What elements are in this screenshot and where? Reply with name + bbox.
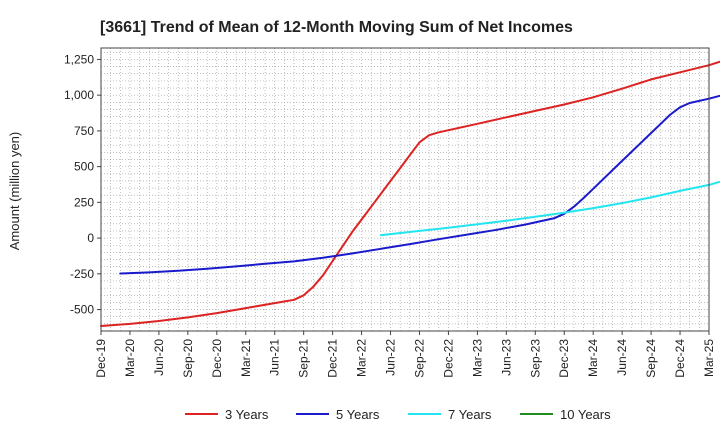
x-tick-label: Dec-24	[673, 339, 687, 378]
x-tick-label: Mar-24	[586, 339, 600, 377]
y-tick-label: 250	[74, 195, 94, 209]
chart-title: [3661] Trend of Mean of 12-Month Moving …	[100, 19, 573, 36]
x-tick-label: Jun-22	[384, 339, 398, 376]
x-tick-label: Dec-22	[441, 339, 455, 378]
series-line-5-years	[119, 94, 720, 275]
y-tick-label: 0	[87, 231, 94, 245]
series-line-7-years	[379, 180, 720, 237]
x-tick-label: Dec-21	[326, 339, 340, 378]
y-tick-label: 1,250	[64, 52, 94, 66]
x-tick-label: Sep-22	[412, 339, 426, 378]
plot-grid	[100, 48, 710, 332]
x-tick-label: Mar-25	[702, 339, 716, 377]
x-tick-label: Dec-23	[557, 339, 571, 378]
y-tick-label: -250	[70, 267, 94, 281]
x-tick-label: Mar-23	[470, 339, 484, 377]
series-line-3-years	[100, 60, 720, 327]
x-tick-label: Sep-20	[181, 339, 195, 378]
y-axis-ticks: -500 -250 0 250 500 750 1,000 1,250	[64, 52, 101, 317]
plot-frame	[100, 47, 710, 332]
x-tick-label: Sep-24	[644, 339, 658, 378]
y-tick-label: 750	[74, 124, 94, 138]
y-axis-label: Amount (million yen)	[7, 132, 22, 251]
x-tick-label: Dec-20	[210, 339, 224, 378]
y-tick-label: -500	[70, 303, 94, 317]
legend-label: 10 Years	[560, 407, 611, 422]
legend-label: 5 Years	[336, 407, 380, 422]
y-tick-label: 500	[74, 160, 94, 174]
x-tick-label: Jun-20	[152, 339, 166, 376]
x-tick-label: Mar-20	[123, 339, 137, 377]
legend: 3 Years 5 Years 7 Years 10 Years	[185, 407, 611, 422]
legend-label: 7 Years	[448, 407, 492, 422]
x-tick-label: Jun-24	[615, 339, 629, 376]
x-tick-label: Sep-23	[528, 339, 542, 378]
x-tick-label: Dec-19	[94, 339, 108, 378]
x-tick-label: Jun-23	[499, 339, 513, 376]
x-tick-label: Mar-22	[355, 339, 369, 377]
x-tick-label: Sep-21	[297, 339, 311, 378]
y-tick-label: 1,000	[64, 88, 94, 102]
x-tick-label: Mar-21	[239, 339, 253, 377]
x-axis-ticks: Dec-19 Mar-20 Jun-20 Sep-20 Dec-20 Mar-21 Jun-…	[94, 331, 716, 378]
legend-label: 3 Years	[225, 407, 269, 422]
x-tick-label: Jun-21	[268, 339, 282, 376]
series-lines	[100, 60, 720, 327]
